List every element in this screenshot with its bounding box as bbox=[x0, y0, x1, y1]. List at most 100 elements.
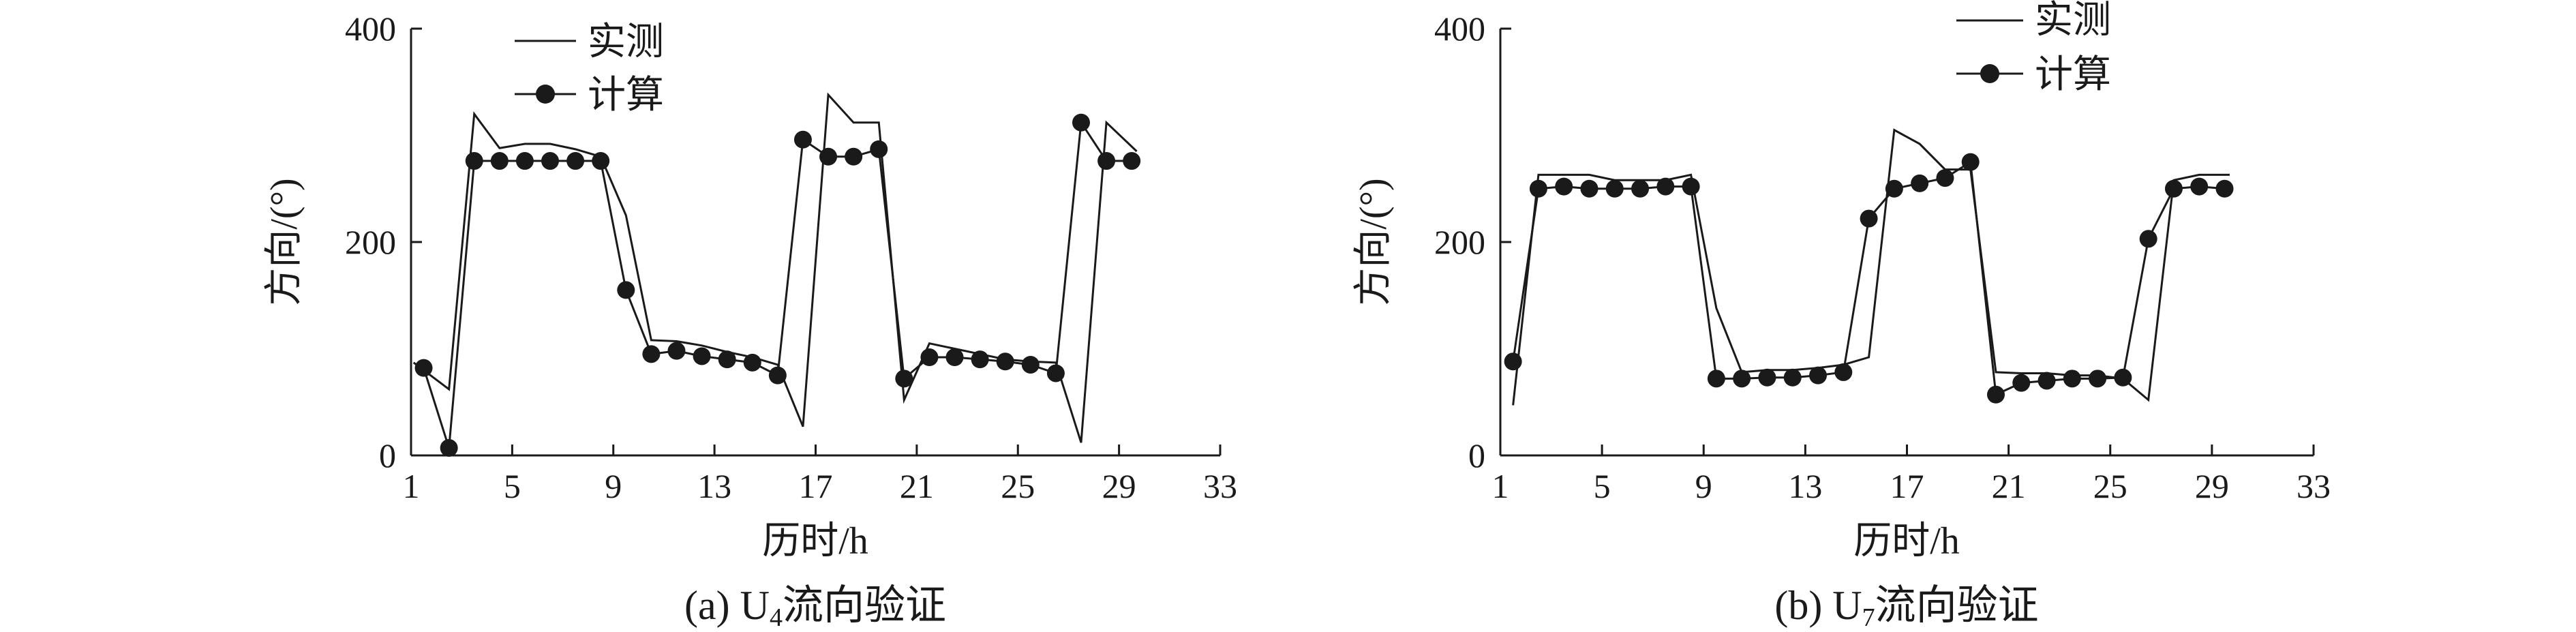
calculated-point bbox=[1783, 368, 1802, 387]
legend-calculated-marker bbox=[1980, 64, 1999, 83]
caption-subscript: 4 bbox=[770, 603, 783, 632]
x-tick-label: 17 bbox=[799, 467, 833, 505]
calculated-point bbox=[1021, 355, 1040, 374]
calculated-point bbox=[718, 350, 736, 369]
calculated-point bbox=[920, 348, 939, 367]
calculated-point bbox=[1529, 179, 1547, 198]
calculated-point bbox=[1555, 177, 1573, 196]
calculated-point bbox=[2089, 370, 2107, 388]
y-axis-label: 方向/(°) bbox=[1352, 178, 1395, 305]
x-tick-label: 21 bbox=[1992, 467, 2026, 505]
caption-suffix: 流向验证 bbox=[783, 583, 946, 628]
chart-panel-a: 1 5 9 13 17 21 25 29 33 0 200 400 实测 计算 历时/h 方向/(°… bbox=[263, 10, 1237, 632]
calculated-point bbox=[592, 152, 610, 170]
calculated-point bbox=[1046, 364, 1065, 382]
x-tick-label: 33 bbox=[2297, 467, 2331, 505]
y-tick-labels: 0 200 400 bbox=[1434, 10, 1485, 475]
measured-line bbox=[412, 92, 1138, 443]
x-tick-label: 13 bbox=[697, 467, 731, 505]
caption-prefix: (a) U bbox=[684, 583, 770, 628]
calculated-point bbox=[1758, 368, 1776, 387]
calculated-point bbox=[971, 350, 989, 369]
calculated-point bbox=[2139, 230, 2157, 248]
x-axis-label: 历时/h bbox=[1853, 520, 1960, 562]
calculated-point bbox=[1504, 352, 1522, 371]
calculated-point bbox=[1733, 370, 1751, 388]
calculated-point bbox=[440, 439, 458, 457]
calculated-point bbox=[465, 152, 483, 170]
legend: 实测 计算 bbox=[515, 21, 664, 117]
x-tick-label: 13 bbox=[1788, 467, 1822, 505]
calculated-point bbox=[1682, 177, 1700, 196]
calculated-point bbox=[945, 348, 964, 367]
calculated-point bbox=[793, 130, 812, 149]
calculated-point bbox=[1605, 179, 1624, 198]
x-tick-marks bbox=[1499, 445, 2315, 455]
x-tick-label: 1 bbox=[1492, 467, 1509, 505]
measured-line bbox=[1512, 128, 2230, 406]
x-tick-label: 1 bbox=[403, 467, 420, 505]
calculated-point bbox=[1072, 113, 1090, 132]
calculated-point bbox=[2190, 177, 2209, 196]
legend: 实测 计算 bbox=[1956, 0, 2111, 96]
calculated-point bbox=[1631, 179, 1650, 198]
calculated-point bbox=[1809, 366, 1828, 385]
x-tick-label: 29 bbox=[2195, 467, 2229, 505]
series-measured bbox=[1512, 128, 2230, 406]
y-tick-label: 400 bbox=[1434, 10, 1485, 48]
calculated-point bbox=[642, 345, 661, 363]
y-tick-label: 0 bbox=[1468, 436, 1485, 475]
x-tick-label: 9 bbox=[605, 467, 622, 505]
x-tick-label: 33 bbox=[1203, 467, 1237, 505]
x-tick-label: 17 bbox=[1890, 467, 1924, 505]
calculated-point bbox=[617, 281, 635, 299]
calculated-point bbox=[895, 370, 913, 388]
legend-calculated-label: 计算 bbox=[588, 74, 664, 117]
calculated-point bbox=[566, 152, 585, 170]
caption-suffix: 流向验证 bbox=[1875, 583, 2039, 628]
legend-measured-label: 实测 bbox=[2035, 0, 2111, 42]
y-tick-label: 0 bbox=[379, 436, 396, 475]
x-tick-label: 5 bbox=[504, 467, 521, 505]
x-axis-label: 历时/h bbox=[762, 520, 868, 562]
calculated-point bbox=[1707, 370, 1725, 388]
calculated-point bbox=[2063, 370, 2081, 388]
x-tick-labels: 1 5 9 13 17 21 25 29 33 bbox=[1492, 467, 2331, 505]
calculated-point bbox=[2037, 372, 2056, 390]
legend-measured-label: 实测 bbox=[588, 21, 664, 63]
caption-prefix: (b) U bbox=[1774, 583, 1862, 628]
calculated-point bbox=[743, 353, 761, 372]
calculated-point bbox=[1936, 169, 1954, 187]
calculated-point bbox=[515, 152, 534, 170]
chart-panel-b: 1 5 9 13 17 21 25 29 33 0 200 400 实测 计算 历时/h 方向/(°… bbox=[1352, 0, 2331, 632]
legend-calculated-label: 计算 bbox=[2035, 54, 2111, 96]
series-measured bbox=[412, 92, 1138, 443]
y-tick-labels: 0 200 400 bbox=[345, 10, 396, 475]
y-tick-marks bbox=[1500, 27, 1511, 457]
calculated-point bbox=[1834, 363, 1853, 381]
x-tick-label: 5 bbox=[1594, 467, 1611, 505]
caption-subscript: 7 bbox=[1862, 603, 1875, 632]
x-tick-marks bbox=[410, 445, 1222, 455]
calculated-line bbox=[423, 119, 1132, 449]
calculated-point bbox=[768, 366, 787, 385]
x-tick-label: 9 bbox=[1695, 467, 1712, 505]
calculated-point bbox=[2012, 374, 2031, 392]
y-tick-label: 400 bbox=[345, 10, 396, 48]
x-tick-label: 25 bbox=[2093, 467, 2127, 505]
y-tick-label: 200 bbox=[345, 223, 396, 261]
series-calculated bbox=[414, 113, 1141, 457]
calculated-point bbox=[1885, 179, 1903, 198]
series-calculated bbox=[1504, 153, 2234, 404]
calculated-point bbox=[845, 147, 863, 166]
calculated-line bbox=[1512, 160, 2225, 397]
y-tick-label: 200 bbox=[1434, 223, 1485, 261]
y-axis-label: 方向/(°) bbox=[263, 178, 305, 305]
calculated-point bbox=[2114, 368, 2132, 387]
calculated-point bbox=[414, 359, 433, 377]
x-tick-label: 21 bbox=[900, 467, 934, 505]
calculated-point bbox=[996, 352, 1014, 371]
x-tick-label: 29 bbox=[1102, 467, 1136, 505]
legend-calculated-marker bbox=[536, 85, 555, 104]
x-tick-labels: 1 5 9 13 17 21 25 29 33 bbox=[403, 467, 1238, 505]
